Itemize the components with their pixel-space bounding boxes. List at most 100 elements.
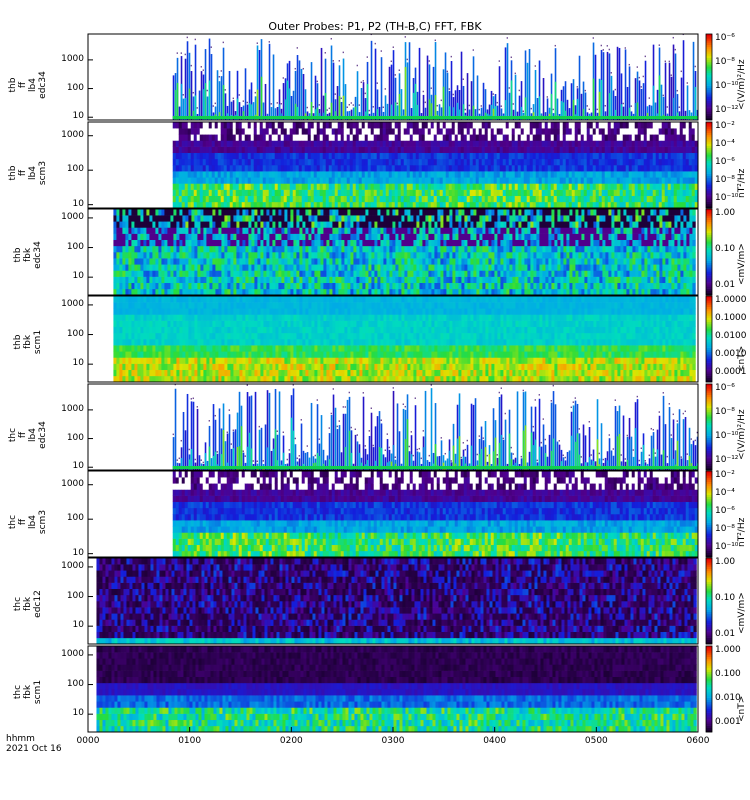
spectral-cell <box>196 152 201 160</box>
spectral-cell <box>241 189 246 197</box>
colorbar-segment <box>706 59 712 63</box>
spectral-cell <box>586 134 591 141</box>
spectral-cell <box>485 227 489 234</box>
spectral-cell <box>497 233 501 241</box>
spectral-cell <box>518 252 522 259</box>
spectral-cell <box>415 171 420 178</box>
spectral-cell <box>256 122 261 129</box>
spectral-cell <box>173 221 177 228</box>
spectral-cell <box>424 146 429 154</box>
spectral-cell <box>332 270 336 277</box>
spectral-cell <box>404 227 408 234</box>
spectral-cell <box>631 195 636 203</box>
spectral-cell <box>404 276 408 284</box>
spectral-cell <box>158 209 162 216</box>
spectral-cell <box>193 134 198 141</box>
spectral-cell <box>187 152 192 160</box>
spectral-cell <box>113 239 117 247</box>
spectral-cell <box>409 189 414 197</box>
spectral-cell <box>418 152 423 160</box>
spectral-cell <box>299 221 303 228</box>
spectral-cell <box>257 245 261 253</box>
spectral-cell <box>206 264 210 271</box>
spectral-cell <box>658 158 663 166</box>
spectral-cell <box>664 122 669 129</box>
spectral-cell <box>209 258 213 265</box>
spectral-cell <box>226 195 231 203</box>
spectral-cell <box>211 177 216 184</box>
spectral-cell <box>292 177 297 184</box>
spectral-cell <box>406 189 411 197</box>
spectral-cell <box>226 171 231 178</box>
spectral-cell <box>173 209 177 216</box>
spectral-cell <box>451 171 456 178</box>
spectral-cell <box>634 177 639 184</box>
spectral-column-core <box>364 111 367 120</box>
spectral-cell <box>175 177 180 184</box>
spectral-cell <box>314 264 318 271</box>
spectral-cell <box>446 221 450 228</box>
spectral-cell <box>425 282 429 290</box>
spectral-cell <box>409 171 414 178</box>
spectral-cell <box>211 201 216 208</box>
spectral-cell <box>535 183 540 190</box>
spectral-cell <box>233 258 237 265</box>
spectral-cell <box>119 233 123 241</box>
spectral-cell <box>274 158 279 166</box>
spectral-cell <box>431 215 435 222</box>
spectral-cell <box>350 221 354 228</box>
spectral-cell <box>676 201 681 208</box>
spectral-cell <box>694 171 698 178</box>
spectral-cell <box>688 195 693 203</box>
spectral-cell <box>494 215 498 222</box>
spectral-cell <box>227 245 231 253</box>
spectral-cell <box>682 183 687 190</box>
noise-point <box>254 91 256 94</box>
spectral-cell <box>580 201 585 208</box>
spectral-cell <box>460 195 465 203</box>
spectral-cell <box>271 158 276 166</box>
spectral-cell <box>349 183 354 190</box>
spectral-cell <box>332 264 336 271</box>
spectral-cell <box>400 140 405 147</box>
spectral-cell <box>565 140 570 147</box>
spectral-cell <box>424 140 429 147</box>
spectral-cell <box>299 288 303 295</box>
noise-point <box>356 64 358 67</box>
spectral-cell <box>397 183 402 190</box>
spectral-column-core <box>296 106 299 120</box>
colorbar-segment <box>706 64 712 67</box>
spectral-cell <box>521 282 525 290</box>
spectral-cell <box>277 189 282 197</box>
spectral-cell <box>172 183 177 190</box>
spectral-cell <box>287 209 291 216</box>
spectral-cell <box>494 209 498 216</box>
spectral-column <box>692 41 695 120</box>
spectral-cell <box>200 221 204 228</box>
spectral-cell <box>607 165 612 172</box>
spectral-cell <box>520 146 525 154</box>
spectral-cell <box>476 282 480 290</box>
spectral-cell <box>425 258 429 265</box>
spectral-cell <box>613 171 618 178</box>
noise-point <box>424 101 426 104</box>
spectral-cell <box>224 258 228 265</box>
spectral-cell <box>464 276 468 284</box>
spectral-cell <box>358 122 363 129</box>
spectral-cell <box>403 195 408 203</box>
spectral-cell <box>571 177 576 184</box>
spectral-cell <box>568 152 573 160</box>
spectral-cell <box>283 140 288 147</box>
spectral-cell <box>349 201 354 208</box>
spectral-cell <box>422 233 426 241</box>
spectral-cell <box>521 245 525 253</box>
spectral-column-core <box>222 84 225 120</box>
spectral-cell <box>125 288 129 295</box>
noise-point <box>682 34 684 36</box>
spectral-cell <box>571 201 576 208</box>
spectral-cell <box>476 209 480 216</box>
spectral-cell <box>538 165 543 172</box>
spectral-cell <box>511 152 516 160</box>
spectral-column <box>304 89 307 120</box>
spectral-cell <box>362 264 366 271</box>
